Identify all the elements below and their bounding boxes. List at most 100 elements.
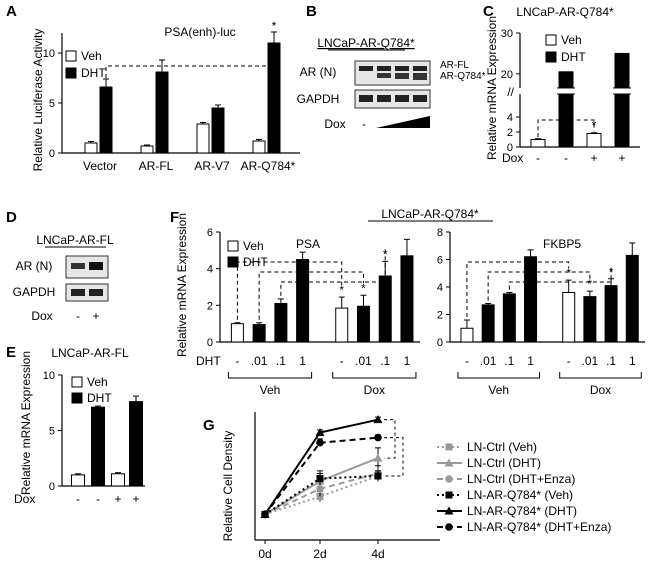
dht-dose-label: .1 — [606, 354, 616, 368]
panel-a-chart: Relative Luciferase Activity PSA(enh)-lu… — [31, 19, 300, 173]
bar-Vector-Veh — [84, 142, 98, 154]
group-label-Dox: Dox — [590, 383, 611, 397]
panel-a-y-tick-label: 5 — [49, 98, 55, 110]
blot-d-dox-plus: + — [92, 309, 99, 323]
tick-label: 20 — [501, 69, 513, 81]
dox-value: + — [590, 151, 597, 165]
panel-b-blot: LNCaP-AR-Q784* AR (N) GAPDH AR-FL AR-Q78… — [297, 36, 486, 131]
bar-AR-Q784*-Veh — [252, 140, 266, 154]
tick-label: 2 — [507, 127, 513, 139]
data-point — [374, 472, 382, 480]
blot-b-title: LNCaP-AR-Q784* — [317, 36, 415, 50]
legend-marker — [445, 491, 453, 499]
blot-b-dox-minus: - — [362, 117, 366, 131]
panel-f-PSA-y-tick-label: 4 — [207, 264, 213, 276]
dht-dose-label: 1 — [527, 354, 534, 368]
panel-a-y-tick-label: 0 — [49, 148, 55, 160]
legend-veh-swatch — [71, 376, 83, 388]
blot-d-title: LNCaP-AR-FL — [36, 233, 114, 247]
panel-g-legend: LN-Ctrl (Veh) LN-Ctrl (DHT) LN-Ctrl (DHT+E… — [437, 440, 611, 534]
dht-dose-label: .01 — [355, 354, 372, 368]
panel-f-ylabel: Relative mRNA Expression — [175, 213, 189, 357]
panel-c-chart: LNCaP-AR-Q784* Relative mRNA Expression … — [485, 5, 640, 165]
significance-bracket — [105, 32, 275, 78]
group-label-Veh: Veh — [260, 383, 281, 397]
blot-d-dox-label: Dox — [31, 309, 52, 323]
legend-dht-label: DHT — [87, 391, 112, 405]
legend-dht-swatch — [71, 392, 83, 404]
dox-value: - — [564, 151, 568, 165]
data-point — [316, 438, 324, 447]
bar-break-gap — [558, 88, 574, 94]
legend-dht-label: DHT — [243, 255, 268, 269]
dht-dose-label: 1 — [299, 354, 306, 368]
significance-bracket — [384, 419, 396, 459]
blot-band-arq784 — [413, 73, 427, 80]
panel-a-title: PSA(enh)-luc — [164, 25, 235, 39]
legend-label: LN-AR-Q784* (DHT) — [467, 504, 577, 518]
panel-f-dht-label: DHT — [196, 354, 221, 368]
bar-Veh — [111, 473, 125, 487]
panel-e-legend: Veh DHT — [71, 375, 112, 405]
significance-star: * — [272, 19, 277, 33]
panel-a-y-tick-label: 10 — [43, 48, 55, 60]
data-point — [315, 427, 325, 436]
blot-band-arfl — [359, 66, 373, 71]
data-point — [373, 453, 383, 462]
panel-letter-b: B — [306, 3, 317, 20]
dht-dose-label: 1 — [404, 354, 411, 368]
panel-c-dox-label: Dox — [502, 151, 523, 165]
blot-d-dox-minus: - — [76, 309, 80, 323]
significance-star: * — [339, 283, 344, 297]
panel-letter-g: G — [203, 417, 215, 434]
bar-FKBP5 — [460, 327, 474, 343]
legend-dht-label: DHT — [81, 66, 106, 80]
bar-PSA — [335, 307, 349, 343]
panel-e-y-tick-label: 0 — [49, 481, 55, 493]
x-tick-label: AR-Q784* — [241, 159, 296, 173]
blot-b-row-ar: AR (N) — [300, 65, 337, 79]
dox-value: - — [76, 492, 80, 506]
panel-f-PSA-y-tick-label: 2 — [207, 300, 213, 312]
comparison-bracket — [466, 261, 570, 317]
x-tick-label: 4d — [371, 547, 384, 561]
dht-dose-label: 1 — [629, 354, 636, 368]
x-tick-label: 2d — [313, 547, 326, 561]
panel-letter-f: F — [170, 209, 179, 226]
bar-Veh — [71, 474, 85, 487]
panel-e-dox-label: Dox — [14, 492, 35, 506]
legend-veh-swatch — [65, 50, 77, 62]
blot-d-row-ar: AR (N) — [16, 259, 53, 273]
bar-FKBP5 — [562, 292, 576, 343]
dht-dose-label: .1 — [380, 354, 390, 368]
group-bracket — [332, 372, 417, 379]
dox-value: - — [96, 492, 100, 506]
dht-dose-label: - — [465, 354, 469, 368]
bar-PSA — [378, 275, 392, 343]
dht-dose-label: .01 — [480, 354, 497, 368]
blot-band-arq784 — [377, 73, 391, 78]
dht-dose-label: - — [567, 354, 571, 368]
legend-label: LN-Ctrl (Veh) — [467, 440, 537, 454]
x-tick-label: AR-V7 — [194, 159, 230, 173]
dht-dose-label: .01 — [251, 354, 268, 368]
bar-Vector-DHT — [99, 86, 113, 154]
significance-star: * — [383, 247, 388, 261]
legend-veh-label: Veh — [87, 375, 108, 389]
legend-veh-swatch — [227, 240, 239, 252]
panel-letter-c: C — [483, 3, 494, 20]
blot-d-gapdh-strip — [65, 283, 109, 302]
panel-f-PSA-y-tick-label: 0 — [207, 337, 213, 349]
axis-break-mark: // — [507, 85, 514, 99]
panel-c-legend: Veh DHT — [545, 33, 586, 64]
blot-b-gapdh-strip — [354, 89, 431, 109]
blot-band-gapdh — [359, 95, 373, 102]
panel-e-ylabel: Relative mRNA Expression — [19, 351, 33, 495]
group-label-Veh: Veh — [488, 383, 509, 397]
legend-marker — [445, 443, 453, 451]
blot-band-gapdh — [395, 95, 409, 102]
blot-b-dox-label: Dox — [324, 117, 345, 131]
bar-AR-FL-Veh — [140, 145, 154, 154]
dox-gradient-triangle — [376, 116, 430, 128]
legend-label: LN-Ctrl (DHT) — [467, 456, 541, 470]
